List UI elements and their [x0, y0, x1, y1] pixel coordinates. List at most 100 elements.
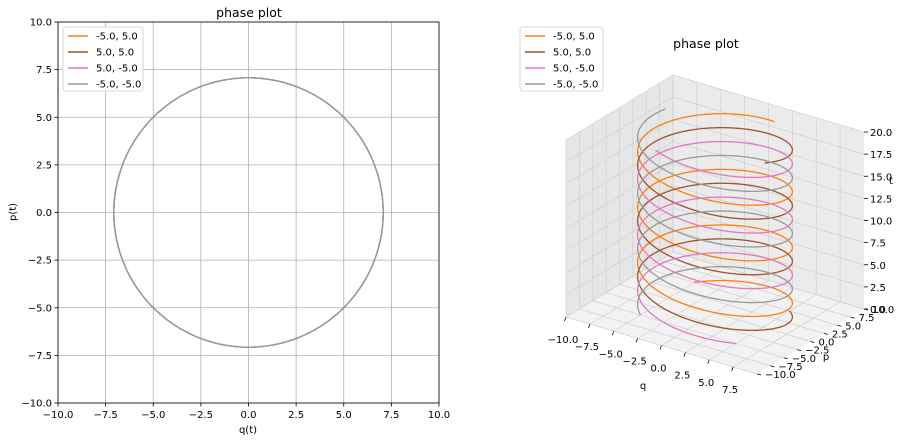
y-ticks-2d: −10.0 −7.5 −5.0 −2.5 0.0 2.5 5.0 7.5 10.0	[21, 18, 58, 410]
back-gridline-t	[672, 185, 865, 243]
back-gridline-t	[672, 163, 865, 221]
chart-title-2d: phase plot	[216, 5, 282, 20]
back-gridline-t	[672, 141, 865, 199]
floor-gridline-p	[632, 276, 824, 334]
x-tick-mark-3d	[683, 352, 686, 357]
x-tick-label-2d: 5.0	[336, 410, 352, 421]
x-ticks-2d: −10.0 −7.5 −5.0 −2.5 0.0 2.5 5.0 7.5 10.0	[43, 403, 450, 421]
y-tick-mark-3d	[810, 341, 815, 343]
y-tick-label-3d: −10.0	[765, 370, 796, 381]
y-tick-mark-3d	[756, 373, 762, 376]
x-tick-label-3d: −7.5	[575, 342, 599, 353]
series-line-2d-4	[113, 77, 384, 348]
series-line-3d-1	[636, 113, 794, 318]
y-tick-label-2d: −7.5	[28, 351, 52, 362]
y-axis-label-2d: p(t)	[8, 203, 19, 221]
x-tick-label-3d: 5.0	[698, 378, 714, 389]
z-axis-label-3d: t	[889, 176, 893, 187]
series-line-3d-2	[636, 127, 794, 332]
y-tick-label-2d: −10.0	[21, 399, 52, 410]
back-gridline-t	[672, 96, 865, 155]
x-axis-label-3d: q	[640, 381, 646, 392]
side-gridline-t	[565, 118, 674, 185]
x-tick-mark-3d	[707, 359, 710, 364]
legend-label-3d: 5.0, 5.0	[553, 48, 591, 59]
z-tick-label-3d: 7.5	[870, 239, 886, 250]
legend-2d: -5.0, 5.0 5.0, 5.0 5.0, -5.0 -5.0, -5.0	[62, 26, 144, 92]
y-tick-mark-3d	[837, 324, 842, 327]
ticks-3d: −10.0−7.5−5.0−2.50.02.55.07.510.07.55.02…	[548, 128, 895, 396]
x-tick-label-3d: −5.0	[599, 349, 623, 360]
legend-3d: -5.0, 5.0 5.0, 5.0 5.0, -5.0 -5.0, -5.0	[519, 26, 604, 92]
curves-2d	[113, 77, 384, 348]
x-tick-label-3d: −10.0	[548, 335, 579, 346]
y-tick-label-3d: 7.5	[859, 313, 875, 324]
legend-label-2d: 5.0, -5.0	[96, 64, 138, 75]
side-gridline-t	[565, 163, 674, 229]
y-tick-mark-3d	[783, 357, 788, 360]
z-tick-label-3d: 17.5	[870, 150, 892, 161]
y-tick-label-2d: −2.5	[28, 256, 52, 267]
curves-3d	[636, 108, 794, 345]
series-line-3d-3	[636, 140, 794, 345]
legend-label-2d: 5.0, 5.0	[96, 48, 134, 59]
y-tick-label-3d: 10.0	[872, 305, 894, 316]
z-tick-label-3d: 0.0	[870, 305, 886, 316]
x-tick-label-2d: −7.5	[93, 410, 117, 421]
x-tick-label-2d: −10.0	[43, 410, 74, 421]
floor-gridline-p	[579, 308, 771, 367]
x-tick-label-3d: 0.0	[651, 364, 667, 375]
y-tick-label-2d: 2.5	[36, 160, 52, 171]
x-tick-label-2d: 0.0	[241, 410, 257, 421]
x-tick-label-2d: −2.5	[189, 410, 213, 421]
side-gridline-t	[565, 141, 674, 207]
x-tick-mark-3d	[731, 366, 734, 372]
y-tick-mark-3d	[823, 332, 828, 335]
chart-title-3d: phase plot	[673, 36, 739, 51]
side-gridline-t	[565, 74, 674, 141]
y-tick-label-2d: −5.0	[28, 303, 52, 314]
y-axis-label-3d: p	[823, 352, 829, 363]
legend-label-3d: -5.0, 5.0	[553, 32, 595, 43]
x-tick-mark-3d	[635, 338, 638, 343]
side-gridline-t	[565, 251, 674, 318]
back-gridline-t	[672, 251, 865, 310]
y-tick-label-2d: 5.0	[36, 113, 52, 124]
legend-label-3d: 5.0, -5.0	[553, 64, 595, 75]
y-tick-mark-3d	[770, 365, 775, 368]
series-line-3d-4	[636, 108, 794, 316]
y-tick-label-2d: 0.0	[36, 208, 52, 219]
z-tick-label-3d: 2.5	[870, 283, 886, 294]
phase-plot-3d: −10.0−7.5−5.0−2.50.02.55.07.510.07.55.02…	[519, 26, 895, 396]
y-tick-label-3d: 2.5	[832, 329, 848, 340]
x-tick-label-3d: 2.5	[674, 371, 690, 382]
z-tick-label-3d: 12.5	[870, 194, 892, 205]
x-tick-label-2d: 2.5	[288, 410, 304, 421]
legend-label-3d: -5.0, -5.0	[553, 80, 598, 91]
side-gridline-t	[565, 229, 674, 296]
y-tick-mark-3d	[850, 316, 855, 319]
z-tick-label-3d: 20.0	[870, 128, 892, 139]
y-tick-label-3d: −7.5	[778, 362, 802, 373]
y-tick-label-3d: 0.0	[819, 338, 835, 349]
z-tick-label-3d: 15.0	[870, 172, 892, 183]
z-tick-label-3d: 10.0	[870, 217, 892, 228]
x-tick-label-3d: −2.5	[622, 356, 646, 367]
back-gridline-t	[672, 74, 865, 133]
x-tick-mark-3d	[659, 345, 662, 350]
legend-label-2d: -5.0, -5.0	[96, 80, 141, 91]
x-tick-label-2d: 10.0	[428, 410, 450, 421]
side-gridline-t	[565, 96, 674, 163]
x-tick-label-2d: −5.0	[141, 410, 165, 421]
back-gridline-t	[672, 207, 865, 266]
phase-plot-2d: phase plot −10.0 −7.5 −5.0 −2.5 0.0 2.5 5.0 7.5…	[8, 5, 450, 436]
y-tick-label-2d: 10.0	[30, 18, 52, 29]
z-tick-label-3d: 5.0	[870, 261, 886, 272]
x-tick-label-3d: 7.5	[722, 385, 738, 396]
y-tick-label-3d: 5.0	[845, 321, 861, 332]
floor-gridline-p	[592, 300, 784, 359]
x-tick-mark-3d	[611, 331, 615, 336]
y-tick-label-2d: 7.5	[36, 65, 52, 76]
y-tick-label-3d: −2.5	[805, 346, 829, 357]
